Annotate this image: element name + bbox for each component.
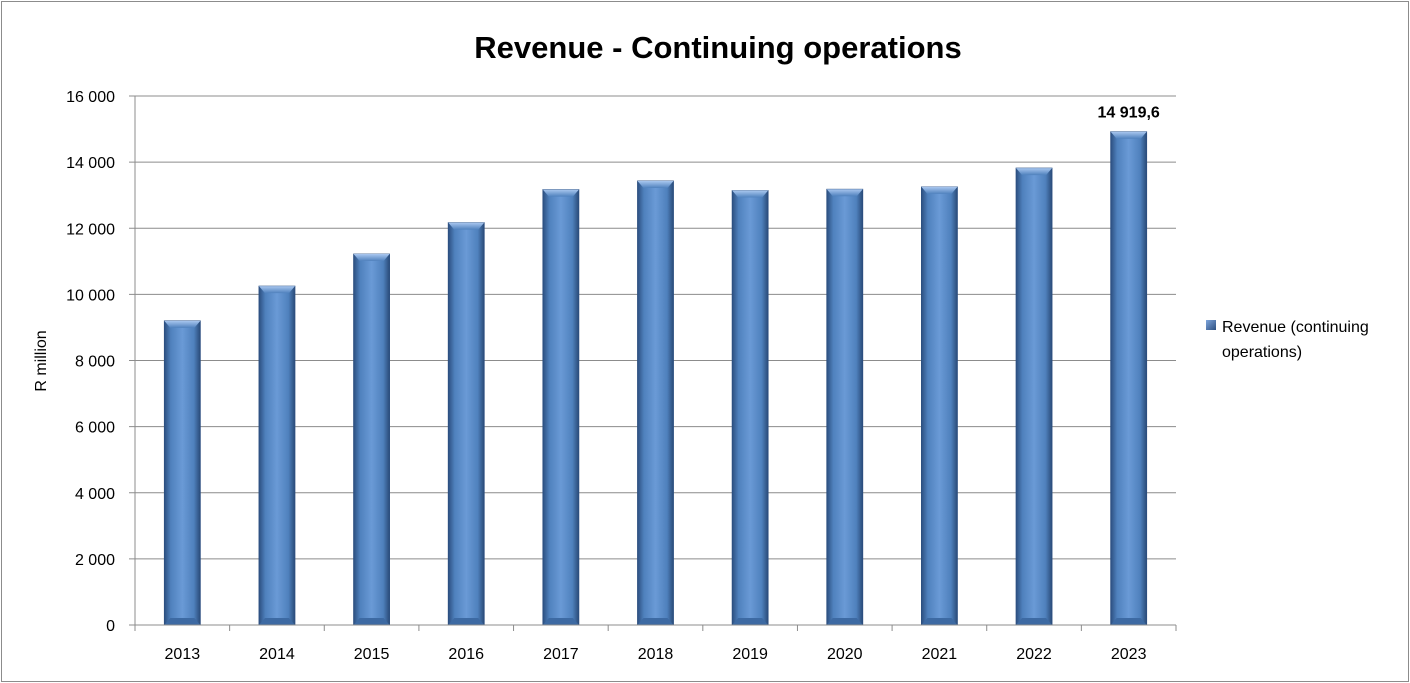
bar-top-bevel	[353, 254, 390, 262]
legend-label-line-1: Revenue (continuing	[1222, 319, 1369, 336]
y-tick-label: 14 000	[66, 155, 115, 172]
bar-2018	[637, 180, 674, 626]
bar-top-bevel	[921, 186, 958, 194]
bar-bottom-bevel	[1016, 618, 1053, 625]
bar-body	[921, 186, 958, 626]
bar-2019	[731, 190, 769, 626]
x-tick-label: 2023	[1111, 646, 1147, 663]
bar-body	[637, 180, 674, 626]
bar-bottom-bevel	[353, 618, 390, 625]
legend-label-line-2: operations)	[1222, 344, 1302, 361]
bar-2015	[353, 253, 390, 626]
x-tick-label: 2022	[1016, 646, 1052, 663]
y-tick-label: 16 000	[66, 89, 115, 106]
x-tick-label: 2016	[448, 646, 484, 663]
bar-top-bevel	[258, 286, 295, 294]
x-tick-label: 2018	[638, 646, 674, 663]
y-axis-ticks: 0 2 000 4 000 6 000 8 000 10 000 12 000 14 000 1…	[66, 89, 135, 635]
bar-2022	[1015, 167, 1053, 626]
bar-2020	[826, 188, 864, 626]
y-tick-label: 10 000	[66, 287, 115, 304]
x-tick-label: 2013	[165, 646, 201, 663]
bar-body	[826, 188, 864, 626]
bar-bottom-bevel	[164, 618, 201, 625]
y-axis-title: R million	[33, 330, 50, 391]
x-tick-label: 2020	[827, 646, 863, 663]
x-tick-label: 2017	[543, 646, 579, 663]
bar-body	[731, 190, 769, 626]
x-axis-ticks: 2013 2014 2015 2016 2017 2018 2019 2020 2021 2022…	[134, 625, 1177, 663]
bar-body	[163, 320, 201, 626]
bar-body	[542, 189, 580, 626]
bar-bottom-bevel	[921, 618, 958, 625]
bar-2017	[542, 189, 580, 626]
bar-bottom-bevel	[542, 618, 579, 625]
bar-bottom-bevel	[258, 618, 295, 625]
bar-top-bevel	[826, 189, 863, 197]
data-label-2023: 14 919,6	[1098, 105, 1160, 122]
bars	[163, 131, 1148, 626]
legend-swatch	[1206, 320, 1216, 330]
bar-top-bevel	[164, 320, 201, 328]
legend: Revenue (continuing operations)	[1206, 319, 1369, 361]
bar-top-bevel	[732, 190, 769, 198]
x-tick-label: 2019	[732, 646, 768, 663]
bar-top-bevel	[448, 222, 485, 230]
bar-2021	[921, 186, 958, 626]
bar-bottom-bevel	[732, 618, 769, 625]
chart-title: Revenue - Continuing operations	[474, 30, 961, 65]
bar-2013	[163, 320, 201, 626]
bar-bottom-bevel	[448, 618, 485, 625]
bar-body	[1110, 131, 1148, 626]
bar-body	[258, 285, 296, 626]
y-tick-label: 4 000	[75, 486, 115, 503]
bar-top-bevel	[1016, 168, 1053, 176]
bar-body	[447, 222, 485, 626]
bar-bottom-bevel	[637, 618, 674, 625]
bar-bottom-bevel	[826, 618, 863, 625]
bar-top-bevel	[542, 189, 579, 197]
bar-2014	[258, 285, 296, 626]
bar-top-bevel	[1110, 131, 1147, 139]
y-tick-label: 8 000	[75, 354, 115, 371]
bar-bottom-bevel	[1110, 618, 1147, 625]
y-tick-label: 12 000	[66, 221, 115, 238]
y-tick-label: 6 000	[75, 420, 115, 437]
x-tick-label: 2015	[354, 646, 390, 663]
x-tick-label: 2014	[259, 646, 295, 663]
bar-2016	[447, 222, 485, 626]
data-labels: 14 919,6	[1098, 105, 1160, 122]
bar-top-bevel	[637, 180, 674, 188]
bar-body	[353, 253, 390, 626]
y-tick-label: 0	[106, 618, 115, 635]
bar-2023	[1110, 131, 1148, 626]
y-tick-label: 2 000	[75, 552, 115, 569]
x-tick-label: 2021	[922, 646, 958, 663]
bar-body	[1015, 167, 1053, 626]
